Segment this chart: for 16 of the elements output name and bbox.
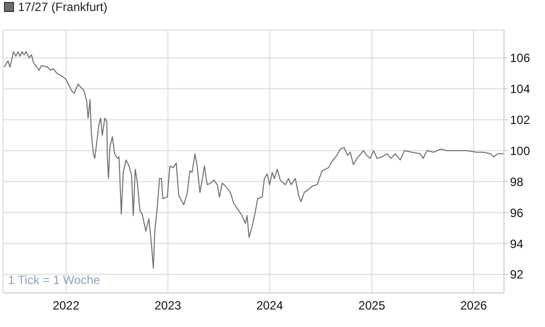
x-tick-label: 2024 xyxy=(256,298,284,313)
y-tick-label: 96 xyxy=(510,206,524,220)
y-tick-label: 94 xyxy=(510,236,524,251)
y-tick-label: 102 xyxy=(510,112,530,127)
y-tick-label: 100 xyxy=(510,144,530,158)
x-tick-label: 2022 xyxy=(52,298,80,313)
x-tick-label: 2026 xyxy=(460,298,488,313)
x-tick-label: 2025 xyxy=(358,298,386,313)
y-tick-label: 106 xyxy=(510,51,530,66)
legend-label: 17/27 (Frankfurt) xyxy=(18,0,108,14)
y-tick-label: 92 xyxy=(510,268,524,282)
x-tick-label: 2023 xyxy=(154,298,182,313)
line-series xyxy=(4,51,504,269)
y-tick-label: 104 xyxy=(510,82,530,96)
annotation: 1 Tick = 1 Woche xyxy=(8,273,100,287)
y-tick-label: 98 xyxy=(510,174,524,189)
